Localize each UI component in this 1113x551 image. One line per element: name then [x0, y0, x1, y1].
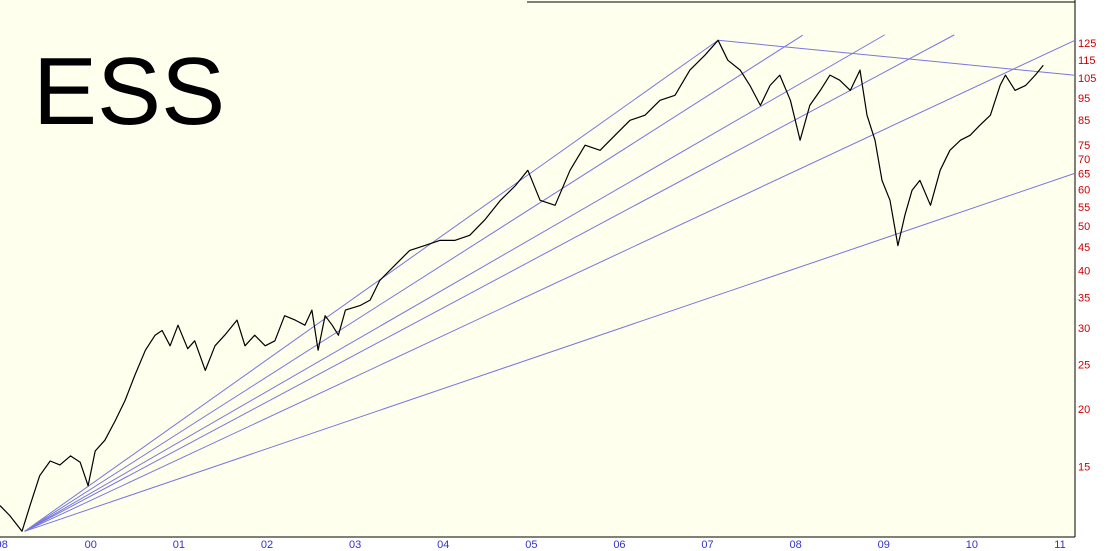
x-tick-label: 07	[701, 539, 713, 551]
x-tick-label: 04	[437, 539, 449, 551]
y-tick-label: 60	[1078, 185, 1090, 197]
x-tick-label: 98	[0, 539, 8, 551]
trendline	[24, 34, 955, 532]
y-tick-label: 70	[1078, 154, 1090, 166]
y-tick-label: 20	[1078, 404, 1090, 416]
y-tick-label: 30	[1078, 323, 1090, 335]
x-tick-label: 11	[1054, 539, 1065, 551]
price-line	[0, 39, 1044, 532]
trendline	[24, 172, 1076, 532]
y-tick-label: 125	[1078, 38, 1096, 50]
trendline	[24, 39, 719, 532]
x-tick-label: 00	[85, 539, 97, 551]
y-tick-label: 115	[1078, 55, 1096, 67]
y-tick-label: 85	[1078, 115, 1090, 127]
chart-title: ESS	[33, 38, 225, 145]
y-tick-label: 15	[1078, 461, 1090, 473]
x-tick-label: 09	[878, 539, 890, 551]
y-tick-label: 105	[1078, 73, 1096, 85]
x-tick-label: 03	[349, 539, 361, 551]
y-tick-label: 35	[1078, 292, 1090, 304]
x-tick-label: 05	[525, 539, 537, 551]
x-tick-label: 01	[173, 539, 185, 551]
x-tick-label: 06	[613, 539, 625, 551]
y-tick-label: 40	[1078, 266, 1090, 278]
x-tick-label: 02	[261, 539, 273, 551]
y-tick-label: 75	[1078, 140, 1090, 152]
trendline	[718, 39, 1076, 76]
y-tick-label: 50	[1078, 221, 1090, 233]
plot-background	[0, 0, 1075, 537]
y-tick-label: 95	[1078, 93, 1090, 105]
trendline	[24, 34, 885, 532]
x-tick-label: 08	[790, 539, 802, 551]
trendline	[24, 39, 1076, 532]
x-tick-label: 10	[966, 539, 978, 551]
y-tick-label: 45	[1078, 242, 1090, 254]
y-tick-label: 65	[1078, 169, 1090, 181]
y-tick-label: 55	[1078, 202, 1090, 214]
trendline	[24, 34, 803, 532]
y-tick-label: 25	[1078, 359, 1090, 371]
